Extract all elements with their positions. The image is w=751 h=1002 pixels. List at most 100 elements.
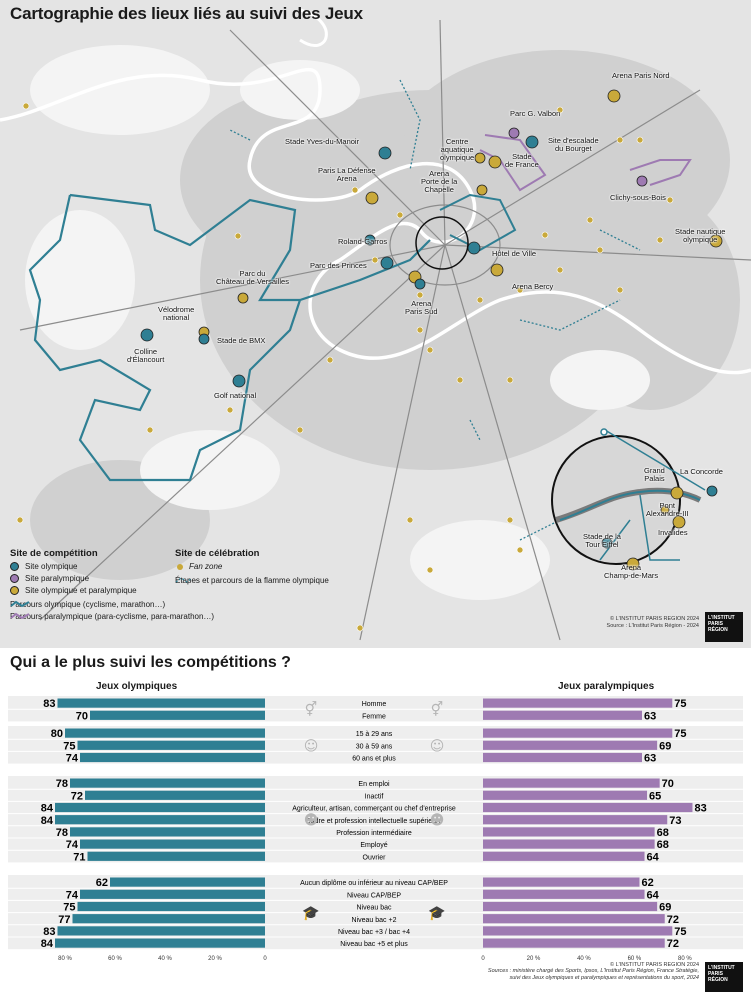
map-title: Cartographie des lieux liés au suivi des… [10,4,363,23]
category-label: Niveau bac +2 [352,917,397,924]
chart-credit: © L'INSTITUT PARIS REGION 2024 [610,962,699,968]
series-header-paralympiques: Jeux paralympiques [558,681,655,692]
map-label: Roland-Garros [338,237,388,246]
map-label: Paris La Défense Arena [318,166,376,183]
olympic-value-label: 83 [43,926,55,938]
paralympic-bar [483,938,665,948]
legend-olympic: Site olympique [10,562,77,572]
map-label: Arena Bercy [512,282,554,291]
category-label: Profession intermédiaire [336,830,412,837]
olympic-value-label: 74 [66,889,79,901]
map-label: Clichy-sous-Bois [610,193,666,202]
paralympic-value-label: 64 [647,889,660,901]
institut-logo: L'INSTITUT PARIS RÉGION [705,612,743,642]
category-label: Agriculteur, artisan, commerçant ou chef… [292,806,456,813]
olympic-axis-tick: 0 [263,956,267,962]
category-label: Niveau bac +5 et plus [340,941,408,948]
map-label: Stade de BMX [217,336,266,345]
map-label: Golf national [214,391,257,400]
olympic-value-label: 72 [71,790,83,802]
map-label: Colline d'Élancourt [127,347,165,364]
category-label: 15 à 29 ans [356,731,393,738]
olympic-bar [72,914,265,924]
olympic-bar [57,698,265,708]
olympic-bar [77,901,265,912]
paralympic-value-label: 64 [647,851,660,863]
map-label: Stade nautique olympique [675,227,726,244]
paralympic-axis-tick: 0 [481,956,485,962]
map-label: Invalides [658,528,688,537]
paralympic-bar [483,901,658,912]
olympic-site-icon [10,562,19,572]
olympic-value-label: 84 [41,938,54,950]
olympic-value-label: 83 [43,698,55,710]
both-site-icon [10,586,19,596]
olympic-value-label: 62 [96,877,108,889]
paralympic-bar [483,778,660,788]
legend-fanzone: Fan zone [175,562,222,571]
forest-areas [25,45,650,600]
paralympic-value-label: 68 [657,839,669,851]
map-label: Arena Champ-de-Mars [604,563,659,580]
paralympic-bar [483,815,668,825]
map-label: Centre aquatique olympique [440,137,475,162]
category-label: Homme [362,701,387,708]
paralympic-bar [483,698,673,708]
legend-paralympic: Site paralympique [10,574,89,584]
paralympic-bar [483,926,673,936]
olympic-route-icon [10,600,30,608]
paralympic-value-label: 72 [667,938,679,950]
olympic-bar [65,728,265,738]
paralympic-value-label: 69 [659,902,671,914]
sources-note: Sources : ministère chargé des Sports, I… [487,968,699,981]
olympic-value-label: 80 [51,728,63,740]
map-canvas [0,8,751,641]
institut-logo-bottom: L'INSTITUT PARIS RÉGION [705,962,743,992]
olympic-bar [55,938,265,948]
paralympic-bar [483,710,642,720]
graduation-icon: 🎓 [428,906,445,922]
paralympic-value-label: 63 [644,753,656,765]
gender-icon: ⚥ [431,701,444,718]
paralympic-value-label: 69 [659,740,671,752]
category-label: Employé [360,842,387,849]
map-credit: © L'INSTITUT PARIS REGION 2024 Source : … [606,616,699,629]
olympic-value-label: 75 [63,902,75,914]
group-background [8,726,743,764]
olympic-axis-tick: 40 % [158,956,172,962]
olympic-axis-tick: 80 % [58,956,72,962]
legend-competition-title: Site de compétition [10,548,98,559]
flame-route-icon [175,577,193,583]
olympic-bar [55,802,265,813]
map-panel: Cartographie des lieux liés au suivi des… [0,0,751,648]
olympic-axis-tick: 60 % [108,956,122,962]
paralympic-value-label: 70 [662,778,674,790]
map-label: Stade de la Tour Eiffel [583,532,621,549]
category-label: En emploi [358,781,390,788]
olympic-bar [80,839,265,849]
map-label: Site d'escalade du Bourget [548,136,599,153]
map-label: Pont Alexandre-III [646,501,689,518]
legend-celebration-title: Site de célébration [175,548,260,559]
category-label: Niveau CAP/BEP [347,892,401,899]
olympic-value-label: 78 [56,778,68,790]
paralympic-value-label: 75 [674,926,686,938]
gender-icon: ⚥ [305,701,318,718]
olympic-bar [55,815,265,825]
river-seine [0,67,751,375]
paralympic-value-label: 62 [641,877,653,889]
category-label: Aucun diplôme ou inférieur au niveau CAP… [300,880,448,887]
paralympic-axis-tick: 40 % [577,956,591,962]
map-label: Hôtel de Ville [492,249,537,258]
map-label: Arena Porte de la Chapelle [421,169,458,194]
olympic-axis-tick: 20 % [208,956,222,962]
olympic-value-label: 71 [73,851,85,863]
olympic-bar [77,740,265,750]
paralympic-value-label: 72 [667,914,679,926]
paralympic-bar [483,740,658,750]
olympic-bar [80,752,265,763]
map-label: Arena Paris Sud [405,299,438,316]
paralympic-value-label: 73 [669,815,681,827]
paralympic-bar [483,889,645,899]
category-label: Inactif [365,793,384,800]
